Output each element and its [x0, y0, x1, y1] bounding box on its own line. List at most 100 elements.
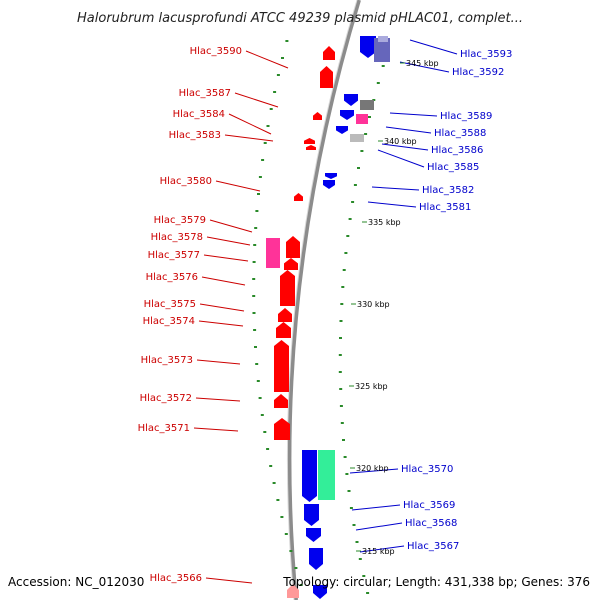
track-dot — [284, 533, 288, 535]
track-dot — [260, 414, 264, 416]
gene-label-hlac_3568[interactable]: Hlac_3568 — [405, 518, 457, 529]
track-dot — [376, 82, 380, 84]
leader-line — [228, 113, 272, 135]
gene-label-hlac_3589[interactable]: Hlac_3589 — [440, 111, 492, 122]
leader-line — [351, 504, 401, 511]
leader-line — [409, 39, 458, 55]
track-dot — [273, 91, 277, 93]
gene-box-lightgray — [350, 134, 364, 142]
gene-label-hlac_3571[interactable]: Hlac_3571 — [138, 423, 190, 434]
track-dot — [269, 108, 273, 110]
gene-label-hlac_3593[interactable]: Hlac_3593 — [460, 49, 512, 60]
track-dot — [338, 371, 342, 373]
leader-line — [224, 134, 274, 142]
track-dot — [343, 456, 347, 458]
track-dot — [351, 201, 355, 203]
track-dot — [338, 354, 342, 356]
track-dot — [263, 142, 267, 144]
track-dot — [252, 261, 256, 263]
leader-line — [234, 92, 279, 108]
gene-box-slate-light — [378, 36, 388, 42]
gene-arrow-forward — [284, 258, 298, 270]
gene-arrow-forward — [287, 584, 299, 598]
gene-box-magenta — [266, 238, 280, 268]
gene-label-hlac_3579[interactable]: Hlac_3579 — [154, 215, 206, 226]
track-dot — [348, 218, 352, 220]
leader-line — [385, 126, 432, 134]
gene-box-magenta — [356, 114, 368, 124]
track-dot — [342, 439, 345, 441]
gene-arrow-reverse — [336, 126, 348, 134]
track-dot — [280, 516, 284, 518]
track-dot — [252, 278, 256, 280]
gene-arrow-reverse — [344, 94, 358, 106]
backbone-arc — [287, 0, 361, 600]
gene-label-hlac_3566[interactable]: Hlac_3566 — [150, 573, 202, 584]
leader-line — [371, 186, 420, 191]
gene-arrow-forward — [320, 66, 333, 88]
track-dot — [294, 567, 298, 569]
gene-label-hlac_3569[interactable]: Hlac_3569 — [403, 500, 455, 511]
kbp-tick-label: 330 kbp — [357, 300, 390, 309]
topology-info: Topology: circular; Length: 431,338 bp; … — [282, 575, 590, 589]
gene-label-hlac_3578[interactable]: Hlac_3578 — [151, 232, 203, 243]
gene-arrow-forward — [274, 394, 288, 408]
gene-features — [266, 36, 390, 599]
gene-arrow-reverse — [323, 180, 335, 189]
backbone-arc-highlight — [286, 0, 358, 600]
kbp-tick-label: 315 kbp — [362, 547, 395, 556]
track-dot — [340, 422, 344, 424]
kbp-tick-label: 340 kbp — [384, 137, 417, 146]
gene-arrow-forward — [306, 145, 316, 150]
gene-label-hlac_3575[interactable]: Hlac_3575 — [144, 299, 196, 310]
gene-arrow-forward — [278, 308, 292, 322]
gene-label-hlac_3576[interactable]: Hlac_3576 — [146, 272, 198, 283]
gene-arrow-reverse — [309, 548, 323, 570]
track-dot — [261, 159, 265, 161]
gene-label-hlac_3583[interactable]: Hlac_3583 — [169, 130, 221, 141]
gene-label-hlac_3580[interactable]: Hlac_3580 — [160, 176, 212, 187]
leader-line — [203, 254, 249, 262]
gene-arrow-reverse — [302, 450, 317, 502]
gene-label-hlac_3577[interactable]: Hlac_3577 — [148, 250, 200, 261]
gene-label-hlac_3581[interactable]: Hlac_3581 — [419, 202, 471, 213]
leader-line — [199, 303, 245, 312]
leader-line — [215, 180, 261, 192]
gene-label-hlac_3585[interactable]: Hlac_3585 — [427, 162, 479, 173]
gene-label-hlac_3592[interactable]: Hlac_3592 — [452, 67, 504, 78]
gene-arrow-reverse — [340, 110, 354, 120]
gene-label-hlac_3587[interactable]: Hlac_3587 — [179, 88, 231, 99]
track-dot — [364, 133, 368, 135]
gene-label-hlac_3590[interactable]: Hlac_3590 — [190, 46, 242, 57]
track-dot — [256, 380, 260, 382]
gene-label-hlac_3582[interactable]: Hlac_3582 — [422, 185, 474, 196]
inner-dot-track — [252, 40, 303, 586]
track-dot — [339, 320, 343, 322]
gene-arrow-forward — [276, 322, 291, 338]
track-dot — [355, 541, 359, 543]
gene-label-hlac_3573[interactable]: Hlac_3573 — [141, 355, 193, 366]
gene-label-hlac_3572[interactable]: Hlac_3572 — [140, 393, 192, 404]
leader-line — [389, 112, 438, 117]
gene-arrow-forward — [274, 418, 290, 440]
track-dot — [299, 584, 303, 586]
gene-label-hlac_3570[interactable]: Hlac_3570 — [401, 464, 453, 475]
track-dot — [255, 210, 259, 212]
track-dot — [263, 431, 267, 433]
track-dot — [346, 235, 350, 237]
leader-line — [399, 61, 450, 73]
gene-label-hlac_3567[interactable]: Hlac_3567 — [407, 541, 459, 552]
gene-label-hlac_3574[interactable]: Hlac_3574 — [143, 316, 195, 327]
track-dot — [266, 448, 270, 450]
gene-label-hlac_3588[interactable]: Hlac_3588 — [434, 128, 486, 139]
track-dot — [252, 312, 256, 314]
gene-label-hlac_3586[interactable]: Hlac_3586 — [431, 145, 483, 156]
track-dot — [349, 507, 353, 509]
gene-label-hlac_3584[interactable]: Hlac_3584 — [173, 109, 225, 120]
track-dot — [258, 397, 262, 399]
track-dot — [357, 167, 360, 169]
track-dot — [341, 286, 345, 288]
leader-line — [381, 143, 429, 151]
track-dot — [339, 388, 343, 390]
track-dot — [353, 184, 357, 186]
